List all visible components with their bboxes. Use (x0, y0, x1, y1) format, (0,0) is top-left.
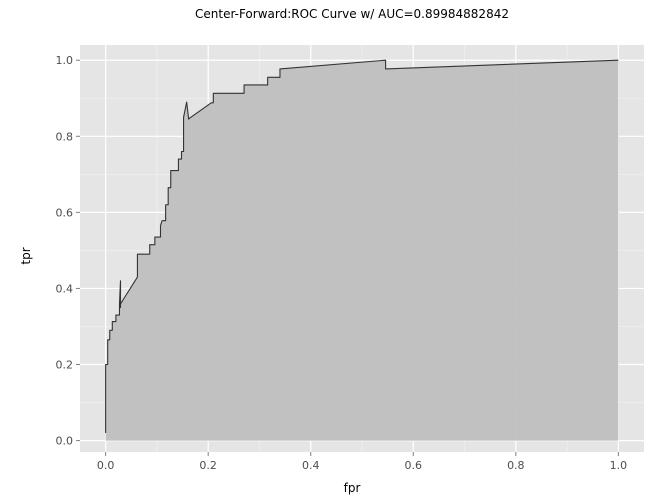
y-tick-label: 0.0 (56, 435, 74, 448)
x-axis-ticks: 0.0 0.2 0.4 0.6 0.8 1.0 (97, 452, 627, 472)
chart-title: Center-Forward:ROC Curve w/ AUC=0.899848… (195, 7, 509, 21)
y-tick-label: 0.2 (56, 359, 74, 372)
y-tick-label: 0.8 (56, 130, 74, 143)
roc-area (105, 60, 619, 441)
y-axis-ticks: 0.0 0.2 0.4 0.6 0.8 1.0 (56, 54, 80, 448)
x-tick-label: 0.8 (507, 459, 525, 472)
x-axis-label: fpr (344, 481, 361, 495)
y-tick-label: 0.4 (56, 282, 74, 295)
roc-curve-line (105, 59, 619, 433)
y-axis-label: tpr (19, 247, 33, 264)
x-tick-label: 0.4 (302, 459, 320, 472)
x-tick-label: 0.2 (199, 459, 217, 472)
x-tick-label: 0.0 (97, 459, 115, 472)
x-tick-label: 0.6 (405, 459, 423, 472)
x-tick-label: 1.0 (610, 459, 628, 472)
y-tick-label: 0.6 (56, 206, 74, 219)
y-tick-label: 1.0 (56, 54, 74, 67)
